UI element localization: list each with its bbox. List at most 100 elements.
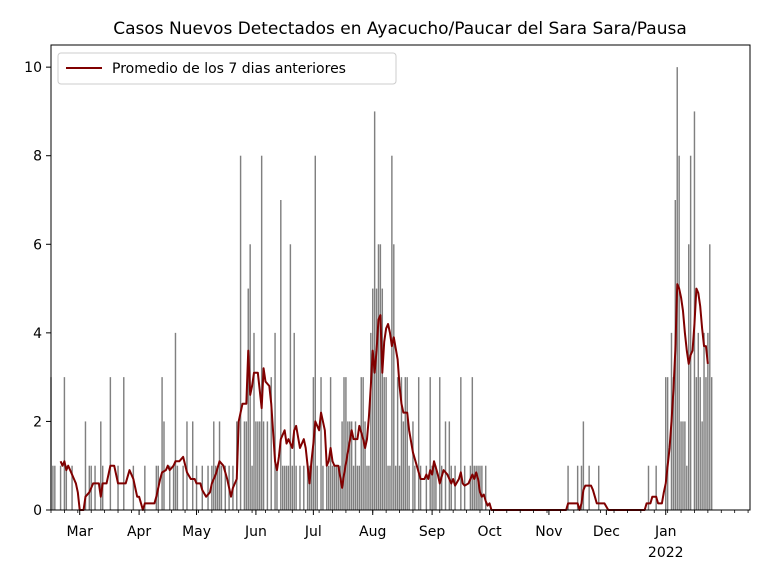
bar — [379, 244, 382, 511]
x-tick-label: Jul — [304, 524, 322, 540]
bar — [316, 465, 318, 510]
legend-box — [57, 52, 397, 85]
y-tick-label: 10 — [24, 60, 42, 76]
bar — [195, 465, 198, 510]
bar — [144, 465, 146, 510]
bar — [370, 332, 372, 510]
bar — [299, 465, 301, 510]
bar — [356, 465, 359, 510]
bar — [697, 332, 700, 510]
bar — [88, 465, 91, 510]
bar — [582, 421, 585, 510]
bar — [308, 465, 311, 510]
bar — [381, 288, 384, 510]
bar — [680, 421, 682, 510]
bar — [63, 377, 66, 510]
bar — [398, 465, 401, 510]
bar — [366, 465, 368, 510]
bar — [699, 377, 701, 510]
bar — [266, 421, 269, 510]
bar — [314, 155, 316, 510]
bar — [224, 465, 226, 510]
bar — [373, 111, 376, 511]
bar — [460, 377, 462, 510]
bar — [689, 155, 692, 510]
y-tick-label: 0 — [33, 503, 42, 519]
bar — [393, 244, 395, 511]
bar — [345, 377, 347, 510]
bar — [454, 465, 456, 510]
bar — [84, 421, 87, 510]
bar — [259, 421, 261, 510]
bar — [239, 155, 242, 510]
bar — [161, 377, 163, 510]
bar — [448, 421, 451, 510]
bar — [169, 465, 171, 510]
bar — [439, 377, 441, 510]
bar — [701, 421, 703, 510]
bar — [647, 465, 650, 510]
bar — [477, 465, 479, 510]
y-tick-label: 2 — [33, 414, 42, 430]
x-tick-label: Aug — [359, 524, 386, 540]
line-layer — [59, 283, 709, 511]
bar — [65, 465, 68, 510]
bar — [287, 465, 290, 510]
bar — [684, 421, 686, 510]
bar — [333, 465, 336, 510]
bar — [327, 465, 330, 510]
bar — [117, 465, 119, 510]
bar — [109, 377, 112, 510]
bar — [339, 465, 341, 510]
axes-frame — [50, 44, 751, 511]
bar — [705, 377, 707, 510]
bar — [182, 465, 184, 510]
chart-title: Casos Nuevos Detectados en Ayacucho/Pauc… — [113, 19, 687, 39]
bar — [414, 465, 416, 510]
x-tick-label: Apr — [127, 524, 151, 540]
bar — [475, 465, 477, 510]
bar — [707, 332, 709, 510]
x-tick-label: Oct — [477, 524, 502, 540]
bar — [220, 465, 223, 510]
bar — [280, 200, 282, 510]
bar — [567, 465, 569, 510]
bar — [358, 465, 361, 510]
bar — [253, 332, 255, 510]
bar — [389, 465, 391, 510]
bar — [276, 465, 278, 510]
bar — [429, 377, 431, 510]
bar — [174, 332, 177, 510]
bar — [377, 244, 380, 511]
bar — [343, 377, 345, 510]
bar — [216, 465, 219, 510]
bar — [350, 421, 353, 510]
bar — [172, 465, 175, 510]
bar — [349, 421, 351, 510]
bar — [192, 421, 194, 510]
bar — [176, 465, 179, 510]
legend-label: Promedio de los 7 dias anteriores — [112, 61, 346, 77]
bar — [310, 465, 313, 510]
bar — [419, 465, 422, 510]
bar — [155, 465, 158, 510]
bar — [404, 377, 407, 510]
legend: Promedio de los 7 dias anteriores — [57, 52, 397, 85]
bar — [285, 465, 288, 510]
bar — [435, 465, 437, 510]
bar — [666, 377, 669, 510]
bar — [576, 465, 579, 510]
bar — [289, 244, 292, 511]
bar — [352, 465, 355, 510]
bar — [688, 244, 690, 511]
bar — [320, 377, 322, 510]
bar — [123, 377, 125, 510]
bar — [213, 421, 215, 510]
bar — [54, 465, 56, 510]
bar — [255, 421, 257, 510]
bar — [372, 288, 374, 510]
bar — [710, 377, 713, 510]
bar — [385, 377, 387, 510]
bar — [402, 421, 405, 510]
bar — [207, 465, 209, 510]
